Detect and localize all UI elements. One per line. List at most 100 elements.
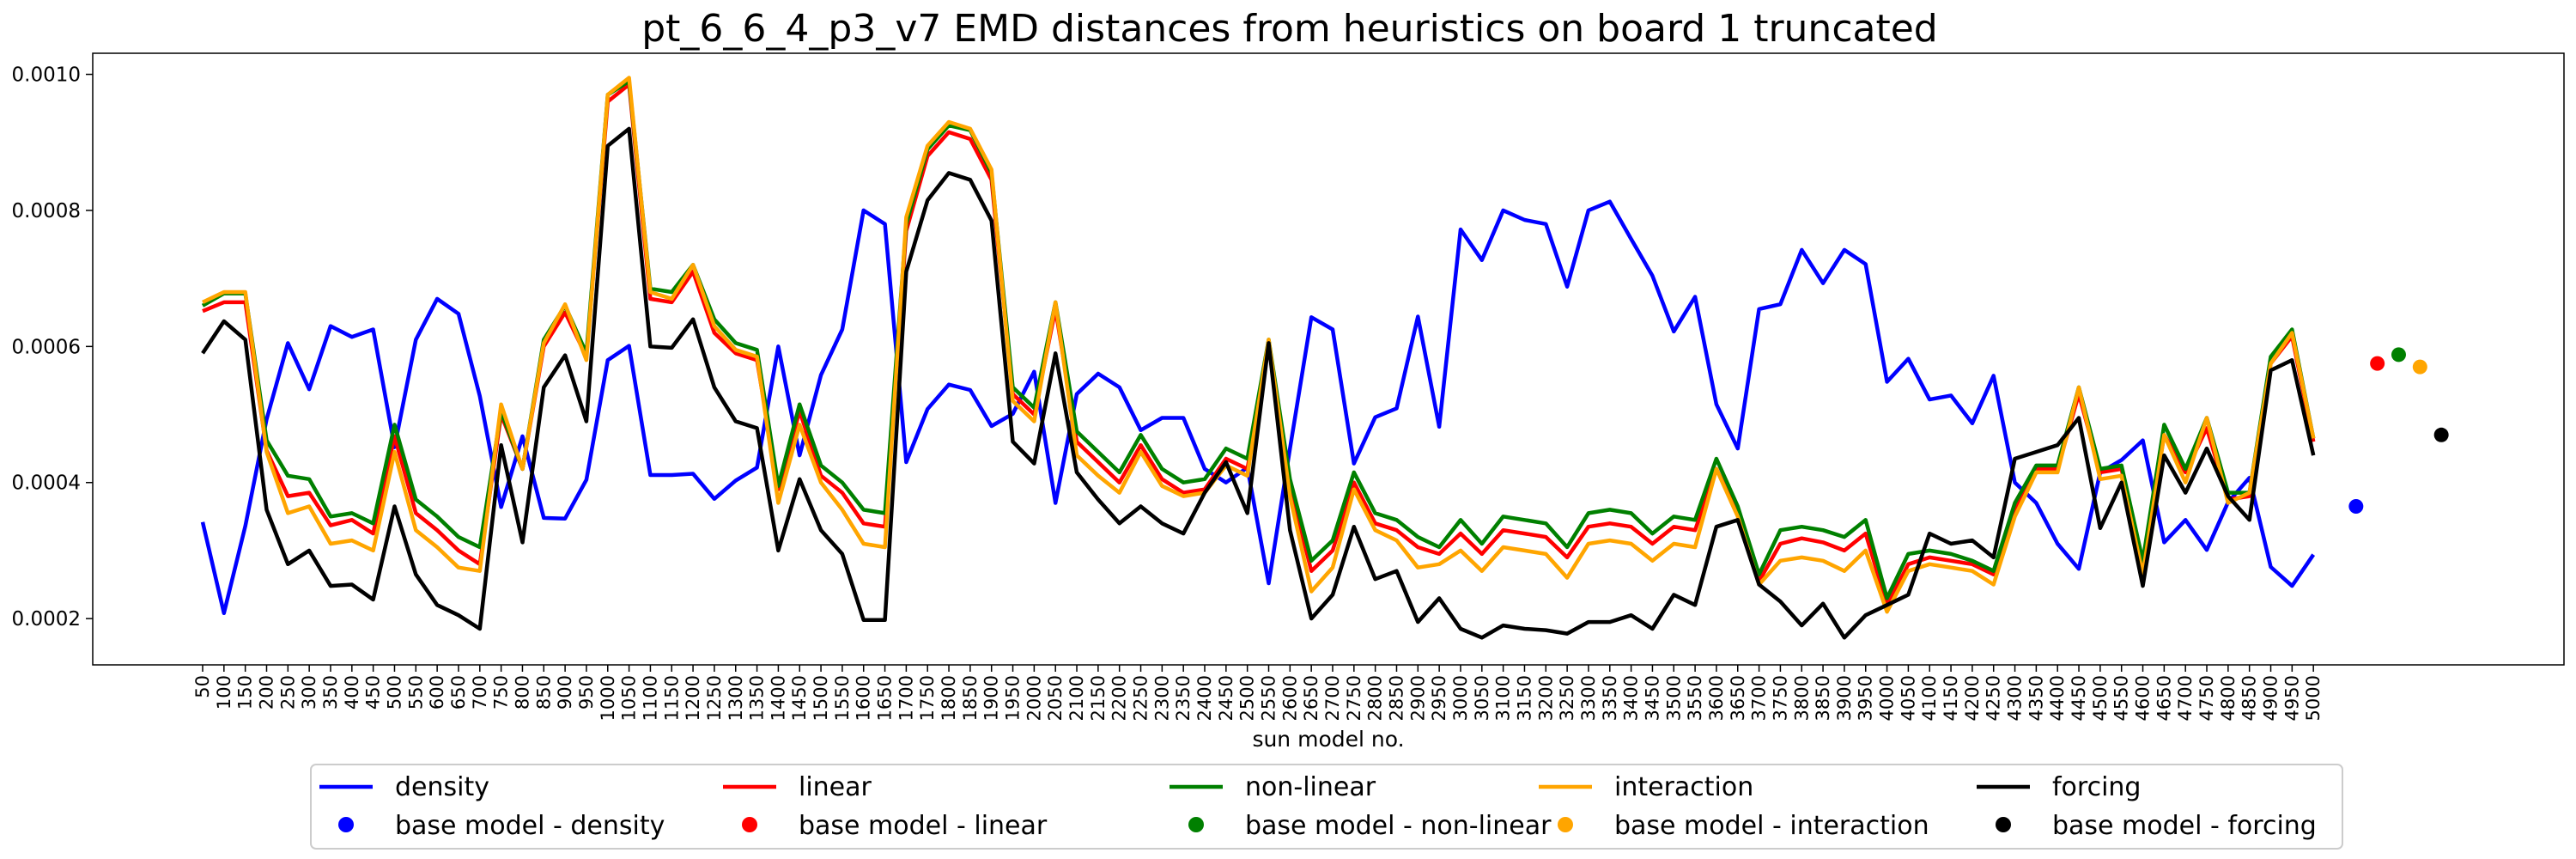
legend-marker (1558, 817, 1573, 832)
x-tick-label: 950 (576, 675, 597, 710)
legend-marker (1188, 817, 1204, 832)
x-axis-label: sun model no. (1252, 727, 1404, 752)
legend: density linear non-linear interaction forcin… (310, 764, 2343, 850)
x-tick-label: 650 (448, 675, 469, 710)
x-tick-label: 1200 (683, 675, 703, 721)
series-line-interaction (202, 76, 2316, 614)
x-tick-label: 600 (427, 675, 447, 710)
x-tick-label: 2300 (1151, 675, 1172, 721)
x-tick-label: 4800 (2218, 675, 2239, 721)
legend-label: density (395, 772, 489, 802)
y-tick-label: 0.0006 (12, 336, 81, 358)
x-tick-label: 1950 (1003, 675, 1024, 721)
x-tick-label: 1850 (960, 675, 981, 721)
legend-label: non-linear (1245, 772, 1376, 802)
x-tick-label: 1350 (747, 675, 768, 721)
x-tick-label: 2700 (1322, 675, 1343, 721)
x-tick-label: 4750 (2196, 675, 2217, 721)
x-tick-label: 2400 (1194, 675, 1215, 721)
legend-label: base model - density (395, 811, 665, 841)
series-line-density (200, 199, 2316, 616)
x-tick-label: 3150 (1514, 675, 1534, 721)
legend-label: base model - interaction (1614, 811, 1929, 841)
x-tick-label: 3850 (1813, 675, 1833, 721)
x-tick-label: 4500 (2090, 675, 2111, 721)
x-tick-label: 2250 (1131, 675, 1151, 721)
x-tick-label: 250 (277, 675, 298, 710)
x-tick-label: 550 (405, 675, 426, 710)
series-line-forcing (201, 126, 2316, 640)
x-tick-label: 1600 (854, 675, 874, 721)
legend-label: base model - forcing (2052, 811, 2317, 841)
x-tick-label: 200 (256, 675, 276, 710)
x-tick-label: 450 (363, 675, 384, 710)
x-tick-label: 1800 (939, 675, 959, 721)
x-tick-label: 150 (235, 675, 256, 710)
x-tick-label: 900 (555, 675, 575, 710)
x-tick-label: 4350 (2026, 675, 2046, 721)
x-tick-label: 3200 (1535, 675, 1556, 721)
x-tick-label: 4100 (1919, 675, 1940, 721)
base-point-base-model-linear (2370, 356, 2385, 371)
x-tick-label: 4550 (2111, 675, 2132, 721)
x-tick-label: 3950 (1856, 675, 1876, 721)
x-tick-label: 2500 (1237, 675, 1258, 721)
legend-marker (338, 817, 354, 832)
x-tick-label: 3000 (1450, 675, 1471, 721)
legend-label: interaction (1614, 772, 1753, 802)
x-tick-label: 4900 (2261, 675, 2281, 721)
x-tick-label: 300 (299, 675, 319, 710)
x-tick-label: 1550 (832, 675, 853, 721)
x-tick-label: 3800 (1791, 675, 1812, 721)
x-tick-label: 3300 (1578, 675, 1599, 721)
x-tick-label: 1900 (981, 675, 1002, 721)
x-tick-label: 3750 (1770, 675, 1790, 721)
x-tick-label: 800 (512, 675, 532, 710)
y-axis: 0.0002 0.0004 0.0006 0.0008 0.0010 (12, 64, 93, 631)
x-axis: 50 100 150 200 250 300 350 400 450 500 550 600 650 70… (192, 665, 2324, 721)
x-tick-label: 750 (491, 675, 512, 710)
x-tick-label: 1150 (661, 675, 682, 721)
y-tick-label: 0.0004 (12, 472, 81, 495)
x-tick-label: 1450 (789, 675, 810, 721)
x-tick-label: 2550 (1259, 675, 1279, 721)
x-tick-label: 4200 (1962, 675, 1983, 721)
x-tick-label: 4700 (2175, 675, 2196, 721)
x-tick-label: 1500 (811, 675, 831, 721)
series-lines (200, 76, 2316, 640)
x-tick-label: 2900 (1407, 675, 1428, 721)
x-tick-label: 1750 (917, 675, 938, 721)
base-point-base-model-density (2348, 498, 2364, 514)
x-tick-label: 3600 (1706, 675, 1727, 721)
x-tick-label: 4150 (1941, 675, 1961, 721)
x-tick-label: 850 (533, 675, 554, 710)
x-tick-label: 2950 (1429, 675, 1449, 721)
x-tick-label: 2450 (1216, 675, 1236, 721)
legend-label: forcing (2052, 772, 2141, 802)
x-tick-label: 400 (342, 675, 362, 710)
x-tick-label: 3500 (1663, 675, 1684, 721)
x-tick-label: 4300 (2005, 675, 2026, 721)
x-tick-label: 1650 (875, 675, 896, 721)
x-tick-label: 4250 (1984, 675, 2004, 721)
x-tick-label: 2650 (1301, 675, 1321, 721)
base-points (2348, 347, 2449, 514)
y-tick-label: 0.0008 (12, 200, 81, 222)
base-point-base-model-interaction (2412, 359, 2427, 375)
x-tick-label: 50 (192, 675, 213, 698)
y-tick-label: 0.0002 (12, 608, 81, 631)
x-tick-label: 3400 (1621, 675, 1642, 721)
x-tick-label: 700 (470, 675, 490, 710)
x-tick-label: 4000 (1877, 675, 1898, 721)
x-tick-label: 3350 (1600, 675, 1620, 721)
x-tick-label: 2750 (1344, 675, 1364, 721)
x-tick-label: 2800 (1365, 675, 1386, 721)
x-tick-label: 4950 (2281, 675, 2302, 721)
x-tick-label: 1300 (726, 675, 746, 721)
x-tick-label: 3900 (1834, 675, 1855, 721)
x-tick-label: 3550 (1685, 675, 1705, 721)
x-tick-label: 1700 (896, 675, 916, 721)
x-tick-label: 2000 (1024, 675, 1044, 721)
legend-marker (742, 817, 757, 832)
